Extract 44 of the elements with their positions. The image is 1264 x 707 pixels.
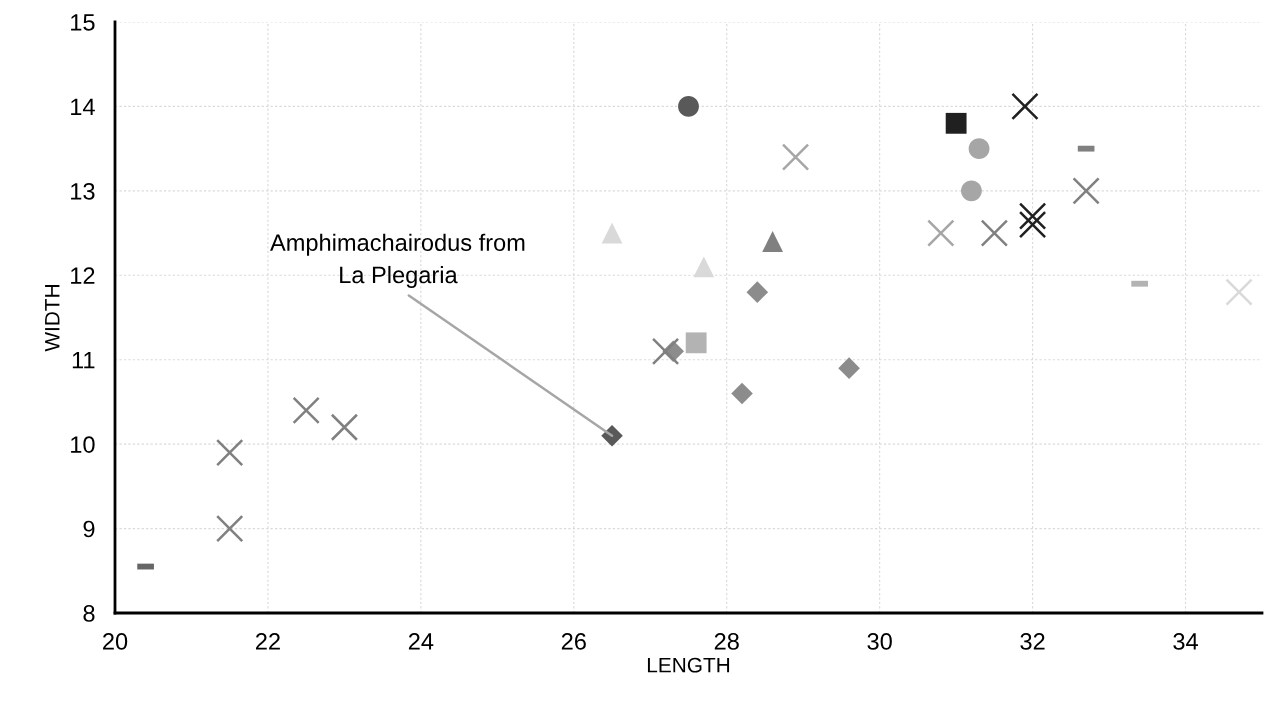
point: [601, 222, 623, 244]
point: [685, 332, 707, 354]
point: [1225, 278, 1253, 306]
x-tick-label: 30: [867, 633, 892, 650]
point: [693, 256, 715, 278]
x-axis-title: LENGTH: [647, 657, 730, 673]
x-tick-label: 20: [103, 633, 128, 650]
point: [1011, 92, 1039, 121]
point: [731, 382, 753, 405]
y-tick-label: 15: [71, 14, 95, 31]
y-tick-label: 12: [71, 267, 95, 284]
point: [1072, 177, 1100, 205]
point: [762, 231, 784, 252]
point: [945, 112, 967, 134]
y-tick-label: 8: [83, 605, 95, 622]
y-tick-label: 11: [72, 352, 95, 369]
point: [838, 357, 860, 379]
y-tick-label: 14: [71, 98, 95, 115]
point: [781, 143, 810, 171]
point: [330, 413, 359, 442]
annotation: Amphimachairodus from La Plegaria: [270, 233, 525, 288]
point: [927, 219, 955, 247]
x-tick-label: 34: [1173, 633, 1198, 650]
y-tick-label: 10: [71, 436, 95, 453]
point: [980, 219, 1009, 247]
point: [678, 96, 699, 117]
point: [1018, 210, 1047, 239]
point: [292, 396, 320, 425]
x-tick-label: 24: [408, 633, 434, 650]
point: [968, 138, 990, 160]
point: [746, 281, 769, 303]
point: [961, 180, 982, 202]
x-tick-label: 28: [714, 633, 739, 650]
y-axis-title: WIDTH: [45, 285, 60, 352]
y-tick-label: 9: [83, 520, 95, 538]
point: [1018, 202, 1047, 230]
x-tick-label: 32: [1020, 633, 1045, 650]
y-tick-label: 13: [71, 182, 95, 200]
point: [215, 514, 244, 543]
x-tick-label: 26: [561, 633, 586, 650]
point: [215, 438, 244, 467]
point: [601, 424, 623, 447]
x-tick-label: 22: [255, 633, 280, 650]
point: [651, 337, 680, 366]
